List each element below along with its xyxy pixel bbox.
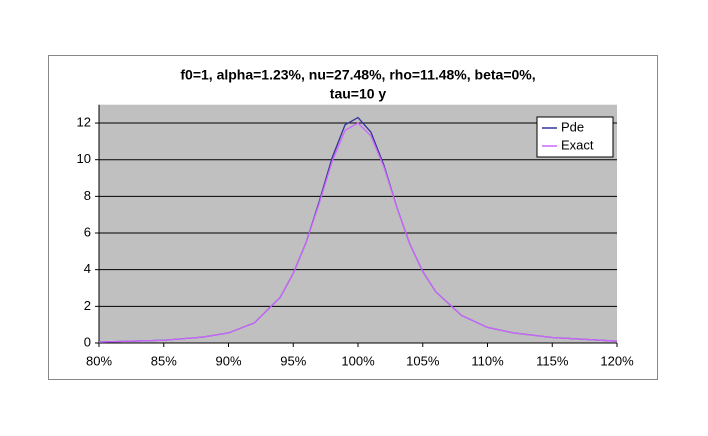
x-tick-label: 100%	[341, 353, 375, 368]
y-tick-label: 12	[77, 114, 91, 129]
y-tick-label: 6	[84, 224, 91, 239]
series-line	[98, 122, 618, 343]
chart-title: f0=1, alpha=1.23%, nu=27.48%, rho=11.48%…	[180, 67, 535, 83]
plot-area	[99, 104, 617, 343]
x-tick-label: 95%	[280, 353, 306, 368]
x-tick-label: 85%	[151, 353, 177, 368]
legend-label: Exact	[561, 137, 594, 152]
y-tick-label: 8	[84, 188, 91, 203]
x-tick-label: 105%	[406, 353, 440, 368]
x-tick-label: 110%	[471, 353, 504, 368]
legend-box	[536, 116, 614, 158]
y-tick-label: 0	[84, 334, 91, 349]
y-tick-label: 4	[84, 261, 91, 276]
legend-label: Pde	[561, 119, 584, 134]
x-tick-label: 90%	[215, 353, 241, 368]
y-tick-label: 10	[77, 151, 91, 166]
y-tick-label: 2	[84, 298, 91, 313]
chart-title: tau=10 y	[330, 86, 387, 102]
x-tick-label: 80%	[86, 353, 112, 368]
x-tick-label: 115%	[536, 353, 569, 368]
x-tick-label: 120%	[600, 353, 634, 368]
